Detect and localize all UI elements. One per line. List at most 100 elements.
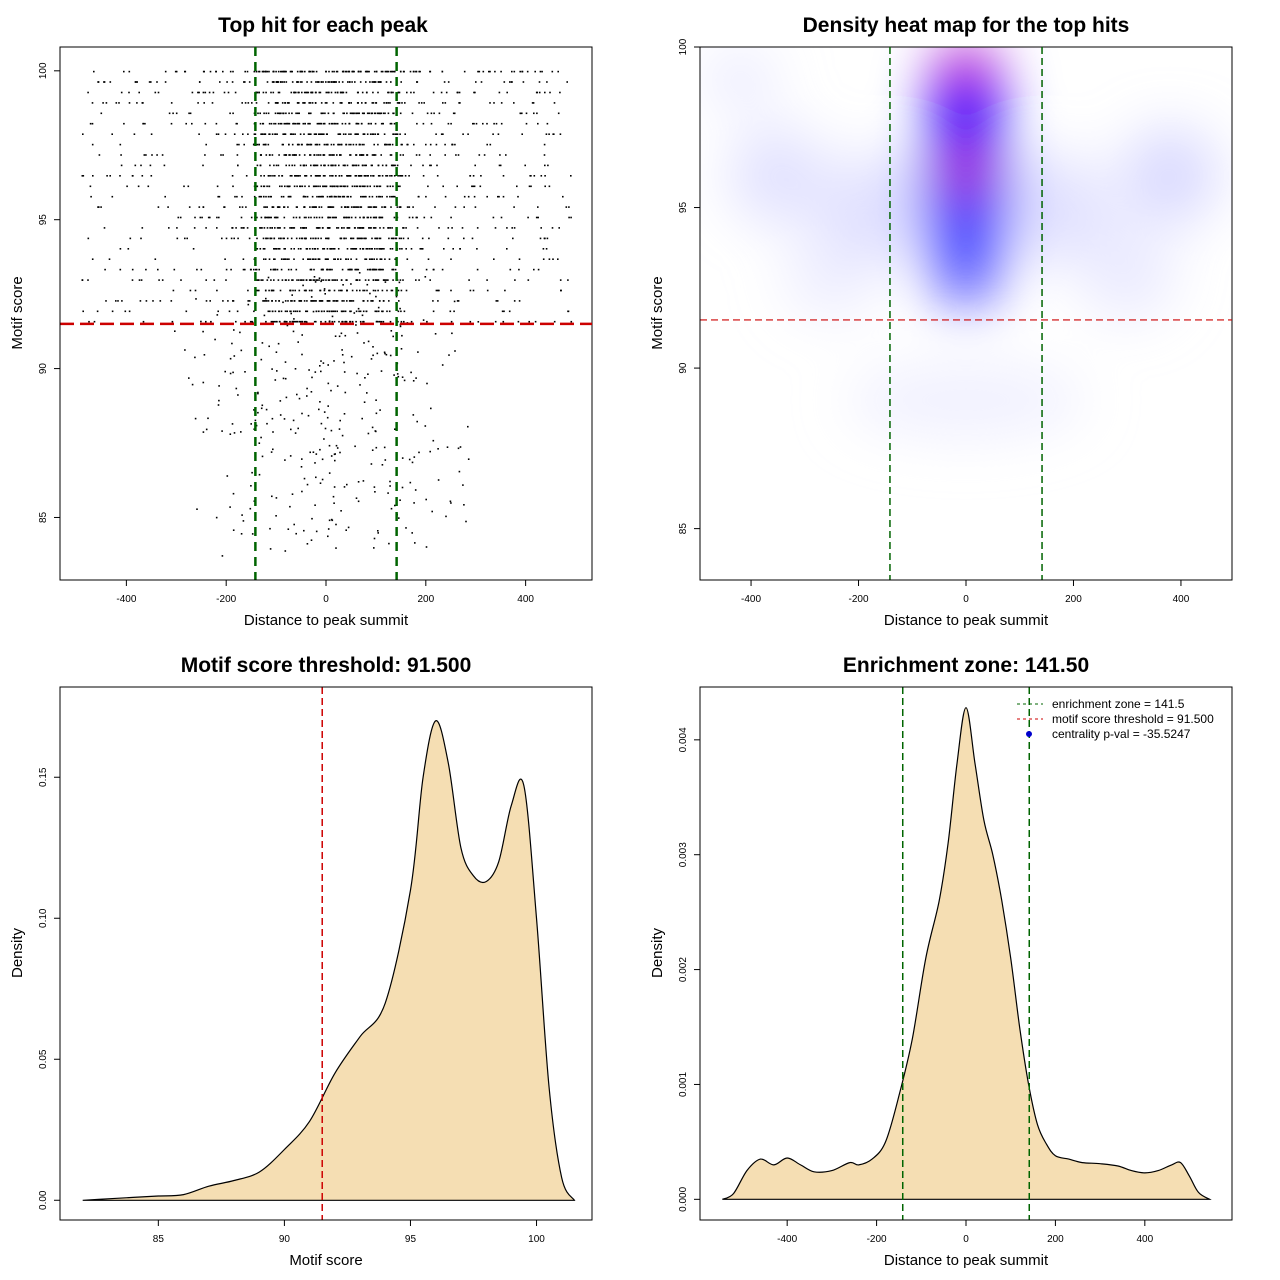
scatter-point (390, 507, 393, 510)
scatter-point (157, 268, 159, 271)
scatter-point (317, 237, 320, 240)
scatter-point (126, 185, 128, 188)
scatter-point (321, 216, 324, 219)
legend-label-centrality: centrality p-val = -35.5247 (1052, 727, 1191, 741)
scatter-point (326, 416, 329, 419)
scatter-point (276, 216, 279, 219)
scatter-point (393, 175, 396, 177)
scatter-point (295, 154, 297, 156)
scatter-point (322, 112, 324, 115)
scatter-point (273, 248, 275, 250)
scatter-point (269, 310, 271, 313)
scatter-point (271, 227, 273, 229)
score-density-y-axis: 0.000.050.100.15 (38, 767, 61, 1210)
scatter-point (361, 122, 363, 125)
scatter-point (402, 227, 404, 229)
scatter-point (308, 258, 310, 260)
scatter-point (243, 143, 245, 146)
scatter-point (307, 143, 309, 146)
scatter-point (274, 102, 277, 104)
scatter-point (367, 340, 370, 343)
scatter-point (429, 164, 431, 167)
scatter-point (313, 185, 315, 188)
scatter-point (336, 91, 339, 94)
scatter-point (440, 133, 443, 135)
scatter-point (269, 195, 272, 198)
scatter-point (292, 122, 294, 125)
score-density-x-axis: 85 90 95 100 (153, 1219, 545, 1245)
scatter-point (509, 268, 512, 271)
scatter-point (319, 289, 322, 292)
scatter-point (324, 175, 326, 177)
scatter-title: Top hit for each peak (218, 14, 428, 37)
scatter-point (266, 279, 269, 281)
scatter-point (327, 535, 329, 538)
scatter-point (371, 258, 374, 260)
scatter-point (261, 227, 263, 229)
scatter-point (276, 227, 279, 229)
scatter-point (268, 289, 270, 292)
scatter-point (354, 175, 357, 177)
scatter-point (429, 279, 431, 281)
scatter-point (410, 164, 412, 167)
scatter-point (243, 227, 245, 229)
scatter-point (272, 431, 274, 433)
scatter-point (408, 458, 411, 461)
scatter-point (364, 279, 367, 281)
scatter-point (311, 206, 314, 208)
scatter-point (326, 195, 329, 198)
scatter-point (185, 122, 187, 125)
scatter-point (391, 227, 393, 229)
scatter-point (351, 268, 353, 271)
scatter-point (345, 237, 347, 240)
scatter-point (316, 279, 319, 281)
scatter-point (242, 258, 245, 260)
scatter-point (267, 195, 270, 198)
scatter-point (265, 216, 268, 219)
scatter-point (350, 216, 353, 219)
scatter-x-axis: -400 -200 0 200 400 (116, 579, 534, 605)
scatter-point (346, 483, 348, 486)
scatter-point (276, 102, 279, 104)
scatter-point (379, 300, 381, 302)
scatter-point (299, 81, 302, 83)
scatter-point (355, 206, 357, 208)
heatmap-x-tick-label: 200 (1065, 594, 1082, 605)
scatter-point (298, 279, 300, 281)
scatter-point (401, 376, 404, 378)
scatter-point (308, 122, 310, 125)
scatter-point (323, 122, 326, 125)
scatter-point (494, 227, 497, 229)
scatter-point (400, 143, 403, 146)
scatter-point (269, 227, 271, 229)
scatter-point (285, 81, 288, 83)
scatter-point (377, 289, 379, 292)
scatter-point (416, 81, 419, 83)
scatter-point (230, 237, 233, 240)
scatter-point (399, 248, 401, 250)
scatter-point (104, 268, 106, 271)
scatter-point (239, 206, 241, 208)
scatter-point (314, 504, 316, 506)
scatter-point (282, 377, 285, 380)
scatter-point (454, 143, 456, 146)
scatter-point (357, 112, 359, 115)
scatter-point (355, 497, 358, 499)
scatter-point (280, 310, 283, 313)
scatter-point (245, 206, 247, 208)
scatter-point (358, 112, 360, 115)
scatter-point (336, 447, 339, 449)
scatter-point (249, 320, 252, 323)
scatter-point (525, 112, 528, 115)
scatter-point (319, 122, 321, 125)
scatter-point (370, 300, 372, 302)
scatter-point (311, 195, 314, 198)
scatter-point (374, 122, 377, 125)
scatter-point (387, 143, 389, 146)
scatter-point (389, 175, 391, 177)
scatter-point (118, 102, 120, 104)
scatter-point (100, 206, 102, 208)
scatter-point (412, 206, 414, 208)
scatter-point (286, 320, 288, 323)
scatter-point (409, 70, 412, 73)
